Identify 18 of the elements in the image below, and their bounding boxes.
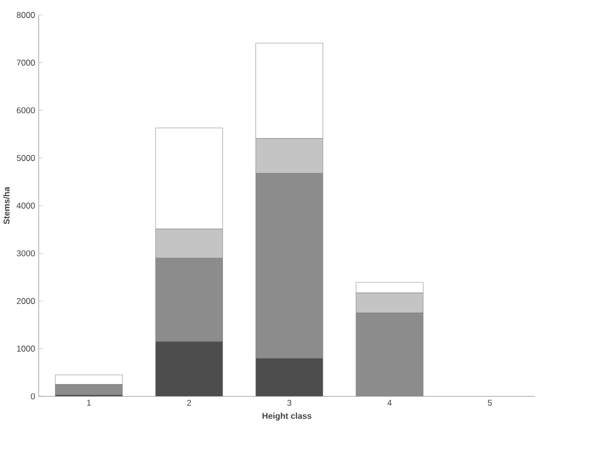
y-tick-label: 2000 xyxy=(16,298,35,304)
y-tick-label: 3000 xyxy=(16,250,35,256)
y-tick-label: 4000 xyxy=(16,202,35,209)
y-axis-title: Stems/ha xyxy=(3,186,10,224)
y-tick-label: 8000 xyxy=(16,12,35,18)
x-tick-label: 3 xyxy=(287,400,292,406)
bar xyxy=(155,341,223,396)
x-tick-label: 2 xyxy=(187,400,192,406)
y-tick-label: 5000 xyxy=(16,154,35,161)
y-tick-label: 6000 xyxy=(16,107,35,114)
x-tick-label: 1 xyxy=(87,400,91,406)
y-tick-label: 0 xyxy=(30,393,35,400)
y-tick-label: 1000 xyxy=(17,346,35,352)
y-tick-label: 7000 xyxy=(16,60,35,66)
x-tick-label: 5 xyxy=(488,400,492,406)
x-tick-label: 4 xyxy=(387,400,392,406)
x-axis-title: Height class xyxy=(262,412,312,420)
bar xyxy=(256,358,324,396)
